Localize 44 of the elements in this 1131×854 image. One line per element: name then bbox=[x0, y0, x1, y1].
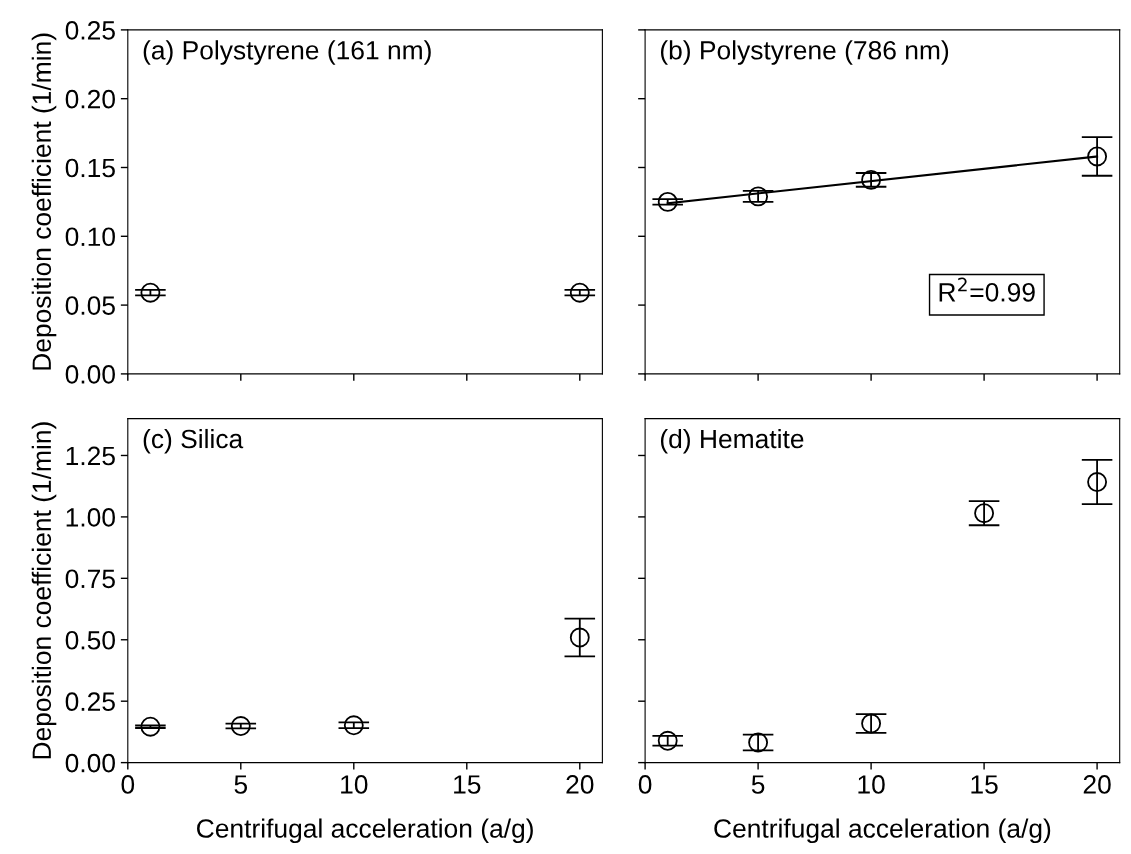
y-tick-label: 0.50 bbox=[65, 630, 115, 650]
x-tick-label: 10 bbox=[858, 775, 885, 794]
point bbox=[748, 732, 769, 753]
y-tick-label: 0.25 bbox=[65, 692, 115, 712]
y-tick-label: 1.25 bbox=[66, 446, 115, 466]
x-tick-label: 10 bbox=[341, 775, 368, 794]
x-tick-label: 15 bbox=[454, 775, 481, 794]
y-tick-label: 1.00 bbox=[66, 508, 115, 527]
x-axis-title: Centrifugal acceleration (a/g) bbox=[714, 818, 1051, 844]
chart-title: (d) Hematite bbox=[660, 428, 804, 454]
y-tick-label: 0.00 bbox=[65, 365, 115, 384]
chart-title: (b) Polystyrene (786 nm) bbox=[660, 40, 949, 65]
point bbox=[1087, 472, 1108, 492]
chart-title: (c) Silica bbox=[143, 428, 244, 454]
x-tick-label: 15 bbox=[971, 775, 998, 794]
x-tick-label: 0 bbox=[638, 775, 652, 794]
point bbox=[569, 627, 590, 648]
chart-title: (a) Polystyrene (161 nm) bbox=[143, 40, 431, 65]
y-axis-title: Deposition coefficient (1/min) bbox=[31, 33, 57, 370]
point bbox=[748, 186, 769, 207]
x-axis-title: Centrifugal acceleration (a/g) bbox=[197, 818, 533, 844]
y-tick-label: 0.00 bbox=[65, 753, 115, 773]
point bbox=[140, 716, 161, 737]
point bbox=[1087, 146, 1108, 167]
y-tick-label: 0.15 bbox=[65, 158, 115, 178]
x-tick-label: 0 bbox=[121, 775, 135, 794]
point bbox=[861, 713, 882, 734]
point bbox=[974, 503, 995, 524]
x-tick-label: 5 bbox=[751, 775, 765, 794]
y-axis-title: Deposition coefficient (1/min) bbox=[31, 422, 57, 759]
point bbox=[657, 730, 678, 751]
y-tick-label: 0.75 bbox=[65, 569, 115, 589]
annotation: R$^{2}$=0.99 bbox=[939, 277, 1035, 302]
point bbox=[861, 169, 882, 190]
x-tick-label: 5 bbox=[234, 775, 248, 794]
point bbox=[230, 716, 251, 736]
point bbox=[657, 191, 678, 212]
x-tick-label: 20 bbox=[1083, 775, 1111, 794]
y-tick-label: 0.20 bbox=[65, 89, 115, 109]
y-tick-label: 0.05 bbox=[65, 296, 115, 315]
x-tick-label: 20 bbox=[566, 775, 594, 794]
point bbox=[343, 715, 364, 736]
y-tick-label: 0.25 bbox=[65, 21, 115, 40]
y-tick-label: 0.10 bbox=[65, 227, 115, 247]
